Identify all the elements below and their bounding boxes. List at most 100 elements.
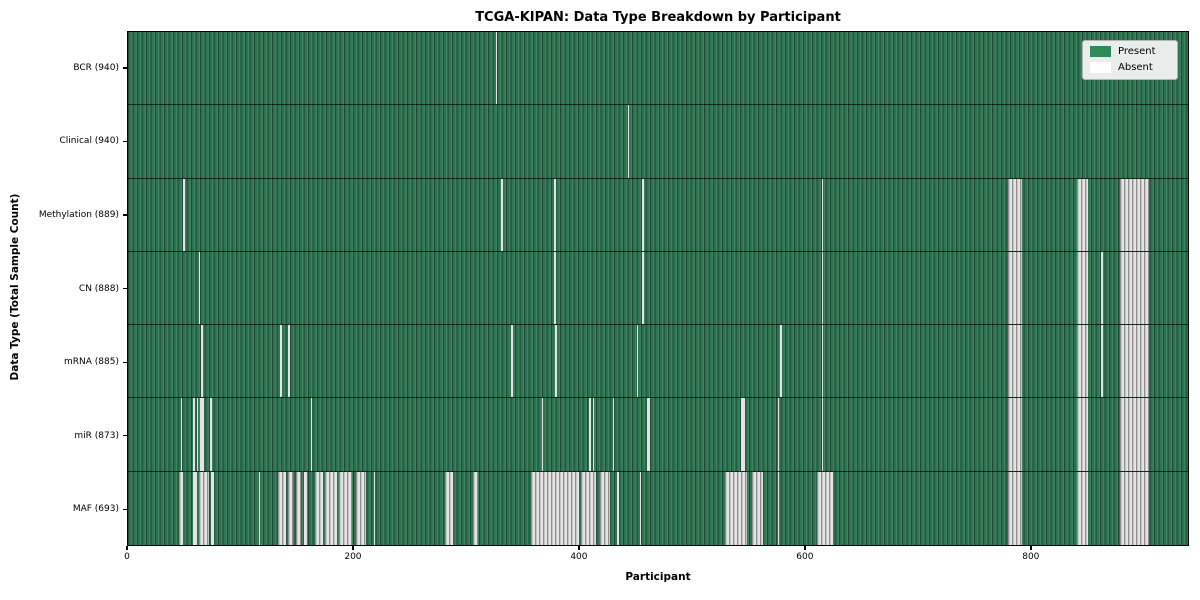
absent-stripe xyxy=(495,32,497,105)
absent-stripe xyxy=(373,471,376,545)
absent-stripe xyxy=(541,398,544,471)
absent-stripe xyxy=(196,398,199,471)
x-tick-label: 200 xyxy=(344,552,362,562)
absent-stripe xyxy=(554,251,556,325)
y-tick-label: Methylation (889) xyxy=(38,209,119,220)
y-tick-mark xyxy=(123,508,127,510)
absent-stripe xyxy=(280,325,282,398)
y-tick-label: MAF (693) xyxy=(72,504,119,515)
legend-absent-swatch xyxy=(1090,62,1111,73)
absent-stripe xyxy=(211,471,214,545)
absent-stripe xyxy=(1007,178,1023,251)
x-axis-label: Participant xyxy=(625,571,691,583)
absent-stripe xyxy=(581,471,596,545)
legend-absent-label: Absent xyxy=(1118,62,1153,73)
absent-stripe xyxy=(303,471,308,545)
absent-stripe xyxy=(200,398,204,471)
absent-stripe xyxy=(555,325,557,398)
absent-stripe xyxy=(751,471,763,545)
absent-stripe xyxy=(277,471,286,545)
absent-stripe xyxy=(821,251,823,325)
absent-stripe xyxy=(777,398,779,471)
absent-stripe xyxy=(530,471,580,545)
absent-stripe xyxy=(193,471,197,545)
chart-title: TCGA-KIPAN: Data Type Breakdown by Parti… xyxy=(475,10,841,25)
absent-stripe xyxy=(821,398,823,471)
y-tick-mark xyxy=(123,361,127,363)
row-band-maf xyxy=(128,471,1188,545)
y-tick-mark xyxy=(123,435,127,437)
absent-stripe xyxy=(554,178,556,251)
absent-stripe xyxy=(1007,471,1023,545)
legend-present-swatch xyxy=(1090,46,1111,57)
absent-stripe xyxy=(724,471,748,545)
legend-entry-absent: Absent xyxy=(1090,62,1169,73)
absent-stripe xyxy=(296,471,301,545)
y-tick-label: miR (873) xyxy=(74,430,119,441)
absent-stripe xyxy=(210,398,212,471)
absent-stripe xyxy=(338,471,353,545)
y-tick-label: mRNA (885) xyxy=(64,357,119,368)
absent-stripe xyxy=(193,398,195,471)
x-tick-mark xyxy=(578,546,580,550)
x-tick-label: 0 xyxy=(124,552,130,562)
absent-stripe xyxy=(473,471,478,545)
y-tick-mark xyxy=(123,214,127,216)
absent-stripe xyxy=(1077,471,1088,545)
y-tick-label: CN (888) xyxy=(78,283,119,294)
absent-stripe xyxy=(777,471,779,545)
absent-stripe xyxy=(1120,471,1149,545)
y-tick-label: BCR (940) xyxy=(73,62,119,73)
x-tick-label: 400 xyxy=(570,552,588,562)
absent-stripe xyxy=(1007,325,1023,398)
absent-stripe xyxy=(444,471,453,545)
absent-stripe xyxy=(646,398,651,471)
x-tick-mark xyxy=(126,546,128,550)
absent-stripe xyxy=(310,398,313,471)
absent-stripe xyxy=(1120,398,1149,471)
x-tick-label: 800 xyxy=(1022,552,1040,562)
absent-stripe xyxy=(821,178,823,251)
absent-stripe xyxy=(817,471,833,545)
x-tick-mark xyxy=(804,546,806,550)
x-tick-label: 600 xyxy=(796,552,814,562)
absent-stripe xyxy=(1101,325,1103,398)
absent-stripe xyxy=(199,251,201,325)
absent-stripe xyxy=(178,471,184,545)
absent-stripe xyxy=(636,325,638,398)
absent-stripe xyxy=(741,398,745,471)
absent-stripe xyxy=(1077,178,1088,251)
absent-stripe xyxy=(181,398,183,471)
absent-stripe xyxy=(627,105,629,178)
absent-stripe xyxy=(612,398,615,471)
absent-stripe xyxy=(1101,251,1103,325)
row-band-mrna xyxy=(128,325,1188,399)
row-band-mir xyxy=(128,398,1188,472)
x-tick-mark xyxy=(1030,546,1032,550)
absent-stripe xyxy=(1007,398,1023,471)
absent-stripe xyxy=(592,398,594,471)
absent-stripe xyxy=(642,251,644,325)
y-tick-mark xyxy=(123,140,127,143)
absent-stripe xyxy=(315,471,324,545)
x-tick-mark xyxy=(352,546,354,550)
absent-stripe xyxy=(501,178,503,251)
row-band-clinical xyxy=(128,105,1188,179)
legend: Present Absent xyxy=(1082,40,1178,80)
absent-stripe xyxy=(600,471,610,545)
absent-stripe xyxy=(288,471,293,545)
absent-stripe xyxy=(639,471,642,545)
absent-stripe xyxy=(1077,325,1088,398)
absent-stripe xyxy=(1007,251,1023,325)
row-band-methylation xyxy=(128,178,1188,252)
absent-stripe xyxy=(258,471,261,545)
absent-stripe xyxy=(1077,251,1088,325)
absent-stripe xyxy=(511,325,513,398)
absent-stripe xyxy=(617,471,619,545)
absent-stripe xyxy=(1120,178,1149,251)
absent-stripe xyxy=(589,398,591,471)
absent-stripe xyxy=(201,325,203,398)
absent-stripe xyxy=(1120,251,1149,325)
legend-entry-present: Present xyxy=(1090,46,1169,57)
